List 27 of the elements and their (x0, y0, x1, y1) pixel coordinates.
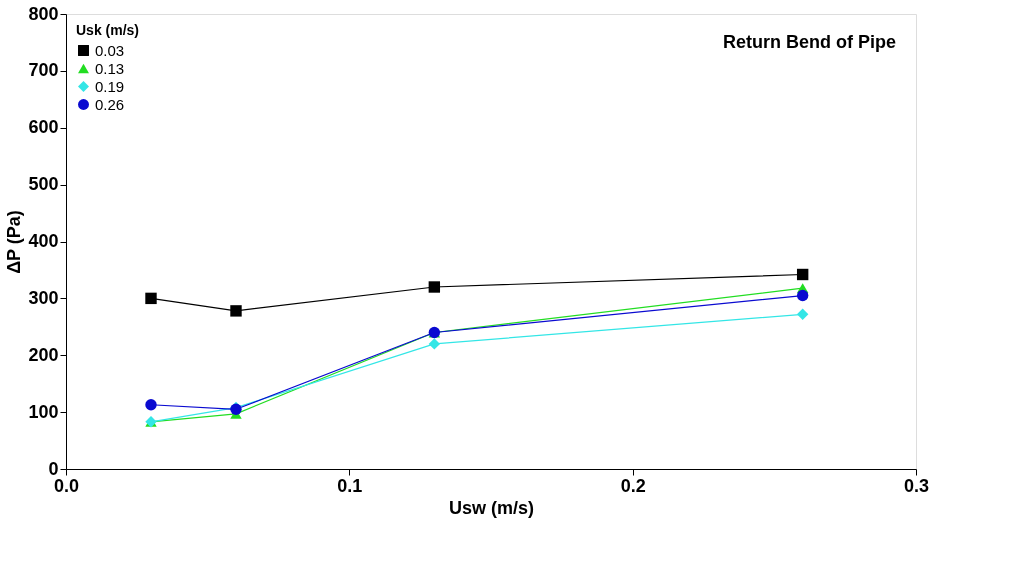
legend-label: 0.13 (95, 59, 125, 77)
y-tick-label: 500 (28, 174, 59, 195)
point (796, 289, 809, 302)
x-tick-label: 0.2 (620, 475, 646, 496)
x-tick-label: 0.3 (903, 475, 930, 496)
y-tick-label: 200 (28, 344, 59, 365)
legend-title: Usk (m/s) (76, 22, 140, 38)
point (145, 399, 157, 411)
point (428, 281, 441, 293)
y-tick-label: 800 (28, 3, 59, 24)
y-tick-label: 700 (28, 60, 59, 81)
y-tick-label: 600 (28, 117, 59, 138)
x-tick-label: 0.1 (337, 475, 363, 496)
legend-label: 0.19 (95, 77, 125, 95)
point (796, 268, 809, 281)
point (145, 292, 157, 305)
text: Return Bend of Pipe (722, 32, 896, 52)
y-axis-title: ΔP (Pa) (4, 210, 25, 274)
point (428, 338, 441, 350)
legend-label: 0.26 (95, 95, 125, 113)
y-tick-label: 400 (28, 231, 59, 251)
y-tick-label: 300 (28, 287, 59, 308)
x-axis-title: Usw (m/s) (448, 497, 535, 518)
point (796, 308, 809, 320)
point (230, 305, 242, 317)
legend-label: 0.03 (95, 41, 125, 59)
y-tick-label: 100 (28, 401, 59, 422)
